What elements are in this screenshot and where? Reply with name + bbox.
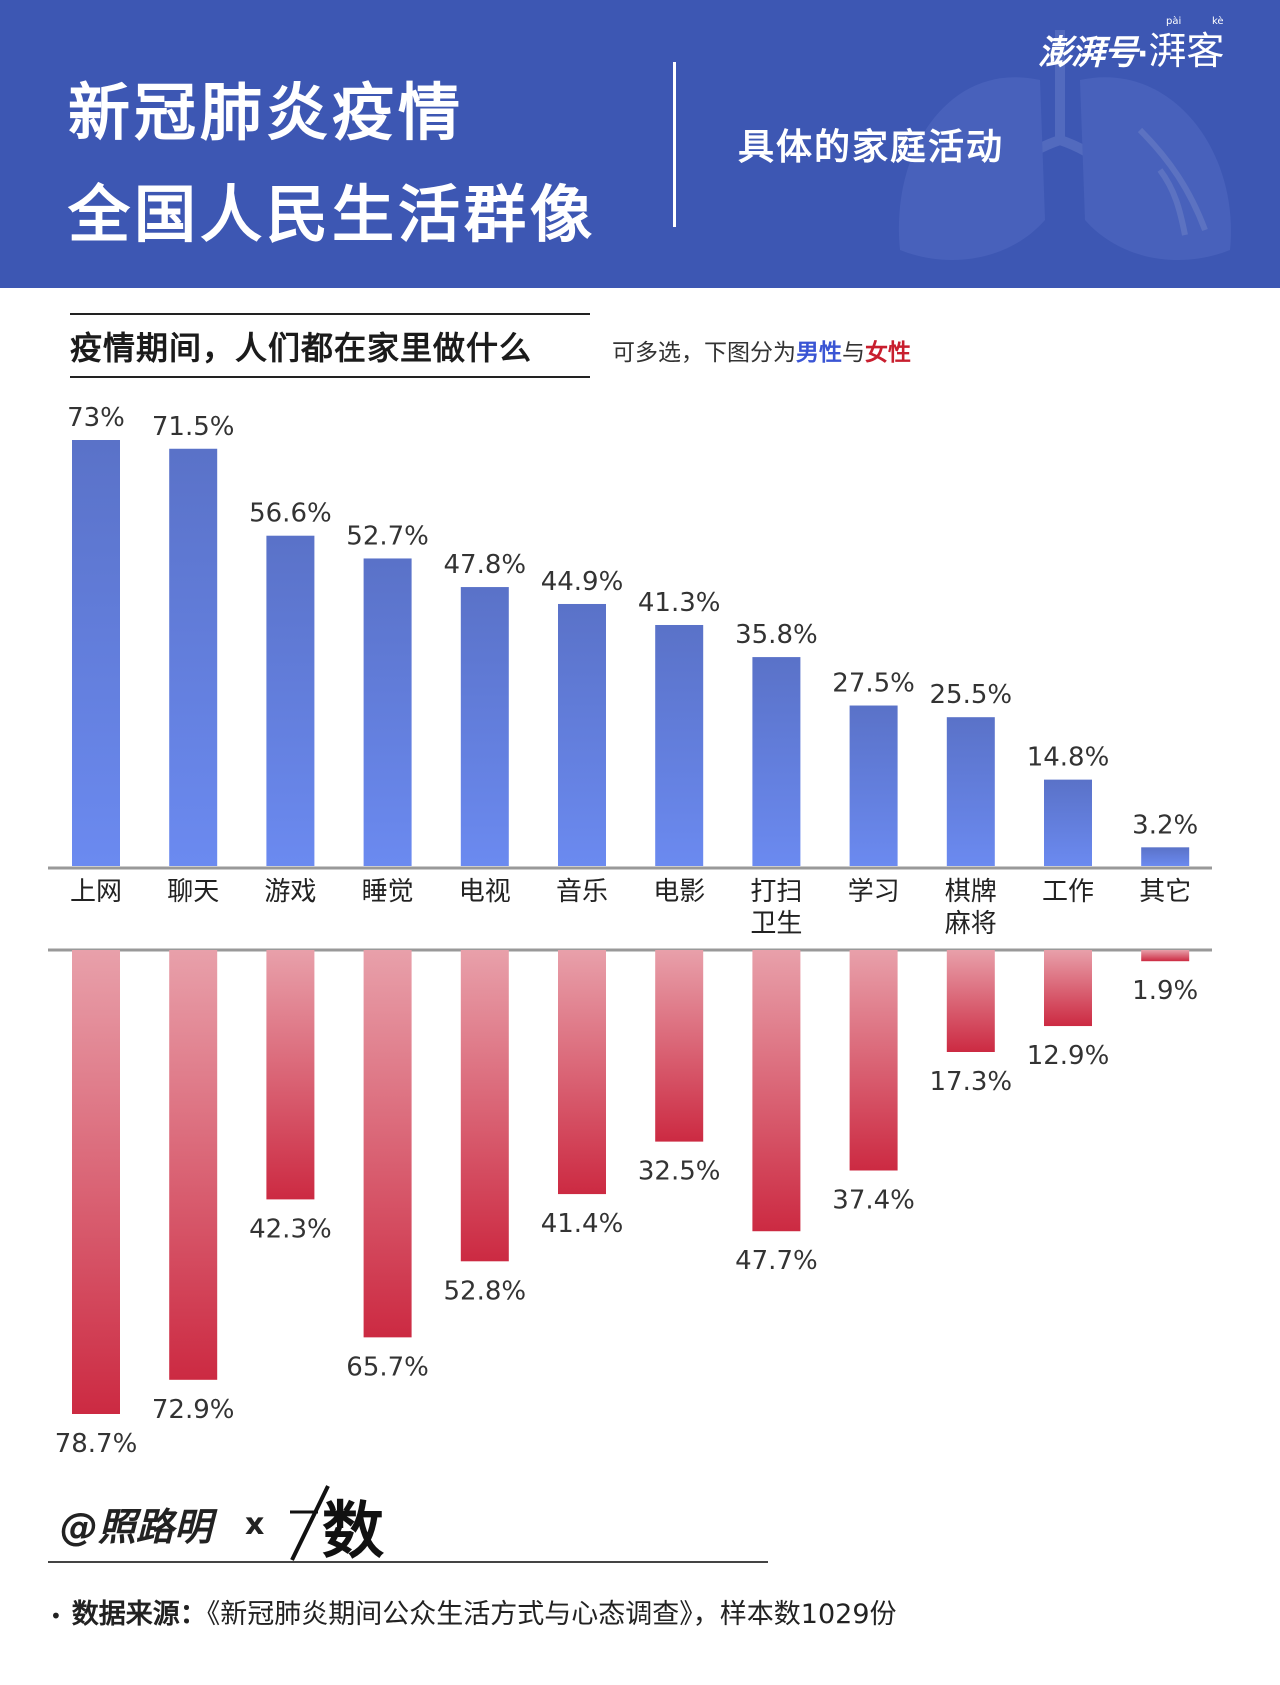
category-label: 学习	[848, 877, 900, 907]
female-bar	[752, 950, 801, 1232]
category-label: 游戏	[264, 877, 316, 907]
male-value-label: 52.7%	[346, 521, 429, 551]
female-bar	[849, 950, 898, 1171]
category-label: 聊天	[167, 877, 219, 907]
male-bar	[460, 587, 509, 866]
female-bar	[655, 950, 704, 1142]
chart-note: 可多选，下图分为男性与女性	[612, 333, 911, 367]
partner-logo: 数	[290, 1485, 384, 1562]
category-label: 音乐	[556, 877, 608, 907]
note-conj: 与	[842, 340, 865, 366]
brand-pinyin-2: kè	[1212, 16, 1224, 27]
female-value-label: 52.8%	[443, 1276, 526, 1306]
female-bar	[72, 950, 120, 1414]
male-value-label: 71.5%	[152, 412, 235, 442]
female-value-label: 78.7%	[55, 1429, 138, 1459]
female-value-label: 37.4%	[832, 1186, 915, 1216]
female-bar	[1141, 950, 1190, 962]
male-bar	[558, 603, 606, 866]
female-bar	[946, 950, 995, 1052]
female-value-label: 12.9%	[1027, 1041, 1110, 1071]
category-label: 卫生	[750, 909, 802, 939]
brand-sub-text: 湃客	[1148, 29, 1225, 73]
female-value-label: 17.3%	[929, 1067, 1012, 1097]
main-title-line-2: 全国人民生活群像	[68, 178, 597, 251]
category-label: 打扫	[750, 877, 802, 907]
note-prefix: 可多选，下图分为	[612, 340, 796, 366]
credit-divider	[48, 1561, 768, 1563]
category-label: 棋牌	[945, 877, 997, 907]
main-title-line-1: 新冠肺炎疫情	[68, 76, 465, 149]
source-label: 数据来源：	[71, 1599, 207, 1630]
female-bar	[460, 950, 509, 1262]
brand-separator: ·	[1137, 37, 1149, 72]
credit-x: x	[245, 1507, 265, 1542]
female-bar	[266, 950, 315, 1200]
author-credit: @照路明	[60, 1505, 213, 1549]
male-bar	[946, 717, 995, 866]
bullet-icon: •	[50, 1603, 62, 1628]
category-label: 睡觉	[362, 877, 414, 907]
category-label: 电影	[653, 877, 705, 907]
male-value-label: 14.8%	[1027, 743, 1110, 773]
subtitle-underline	[70, 376, 590, 378]
female-value-label: 42.3%	[249, 1214, 332, 1244]
lung-icon	[898, 30, 1231, 261]
male-value-label: 27.5%	[832, 669, 915, 699]
male-bar	[655, 624, 704, 866]
male-bar	[72, 440, 120, 866]
female-value-label: 72.9%	[152, 1395, 235, 1425]
male-value-label: 41.3%	[638, 588, 721, 618]
male-value-label: 73%	[67, 403, 125, 433]
category-label: 上网	[70, 877, 122, 907]
category-label: 其它	[1139, 877, 1191, 907]
female-value-label: 1.9%	[1132, 976, 1198, 1006]
female-bar	[558, 950, 606, 1195]
female-value-label: 47.7%	[735, 1246, 818, 1276]
category-label: 麻将	[945, 909, 997, 939]
male-bar	[169, 448, 218, 866]
male-bar	[363, 558, 412, 866]
legend-male: 男性	[796, 340, 842, 366]
bar-chart: 73% 78.7% 上网 71.5% 72.9% 聊天 56.6% 42.3% 游戏 52.7% 6…	[48, 403, 1212, 1459]
female-bar	[1044, 950, 1092, 1027]
male-value-label: 3.2%	[1132, 810, 1198, 840]
brand-pinyin-1: pài	[1166, 16, 1182, 27]
partner-logo-text: 数	[322, 1494, 384, 1562]
male-value-label: 56.6%	[249, 499, 332, 529]
header-banner: 新冠肺炎疫情 全国人民生活群像 具体的家庭活动 澎湃号·湃客 pài kè	[0, 0, 1280, 288]
male-bar	[1141, 847, 1190, 866]
chart-title: 疫情期间，人们都在家里做什么	[70, 329, 533, 367]
category-label: 工作	[1042, 877, 1094, 907]
source-text: 《新冠肺炎期间公众生活方式与心态调查》，样本数1029份	[206, 1599, 897, 1630]
male-bar	[266, 535, 315, 866]
header-divider	[673, 62, 676, 227]
male-value-label: 35.8%	[735, 620, 818, 650]
male-value-label: 25.5%	[929, 680, 1012, 710]
category-label: 电视	[459, 877, 511, 907]
female-bar	[169, 950, 218, 1380]
section-label: 具体的家庭活动	[738, 127, 1005, 168]
brand-main-text: 澎湃号	[1038, 33, 1138, 73]
male-value-label: 44.9%	[541, 567, 624, 597]
male-bar	[752, 657, 801, 866]
male-bar	[1044, 779, 1092, 866]
data-source: • 数据来源：《新冠肺炎期间公众生活方式与心态调查》，样本数1029份	[50, 1592, 897, 1631]
male-bar	[849, 705, 898, 866]
female-value-label: 32.5%	[638, 1157, 721, 1187]
brand-logo: 澎湃号·湃客 pài kè	[1038, 16, 1225, 75]
female-value-label: 41.4%	[541, 1209, 624, 1239]
male-value-label: 47.8%	[443, 550, 526, 580]
female-bar	[363, 950, 412, 1338]
subtitle-rule-top	[70, 313, 590, 315]
female-value-label: 65.7%	[346, 1352, 429, 1382]
legend-female: 女性	[865, 340, 911, 366]
